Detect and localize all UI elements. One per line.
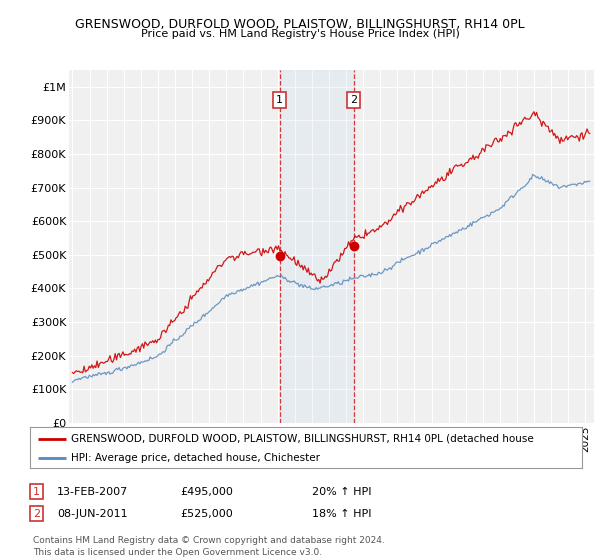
Text: HPI: Average price, detached house, Chichester: HPI: Average price, detached house, Chic…	[71, 452, 320, 463]
Text: Contains HM Land Registry data © Crown copyright and database right 2024.
This d: Contains HM Land Registry data © Crown c…	[33, 536, 385, 557]
Text: 08-JUN-2011: 08-JUN-2011	[57, 508, 128, 519]
Text: £525,000: £525,000	[180, 508, 233, 519]
Text: 18% ↑ HPI: 18% ↑ HPI	[312, 508, 371, 519]
Text: GRENSWOOD, DURFOLD WOOD, PLAISTOW, BILLINGSHURST, RH14 0PL: GRENSWOOD, DURFOLD WOOD, PLAISTOW, BILLI…	[75, 18, 525, 31]
Text: Price paid vs. HM Land Registry's House Price Index (HPI): Price paid vs. HM Land Registry's House …	[140, 29, 460, 39]
Text: 20% ↑ HPI: 20% ↑ HPI	[312, 487, 371, 497]
Text: 1: 1	[33, 487, 40, 497]
Bar	[280, 70, 353, 423]
Text: £495,000: £495,000	[180, 487, 233, 497]
Text: 1: 1	[276, 95, 283, 105]
Text: 2: 2	[350, 95, 357, 105]
Text: GRENSWOOD, DURFOLD WOOD, PLAISTOW, BILLINGSHURST, RH14 0PL (detached house: GRENSWOOD, DURFOLD WOOD, PLAISTOW, BILLI…	[71, 433, 534, 444]
Text: 2: 2	[33, 508, 40, 519]
Text: 13-FEB-2007: 13-FEB-2007	[57, 487, 128, 497]
